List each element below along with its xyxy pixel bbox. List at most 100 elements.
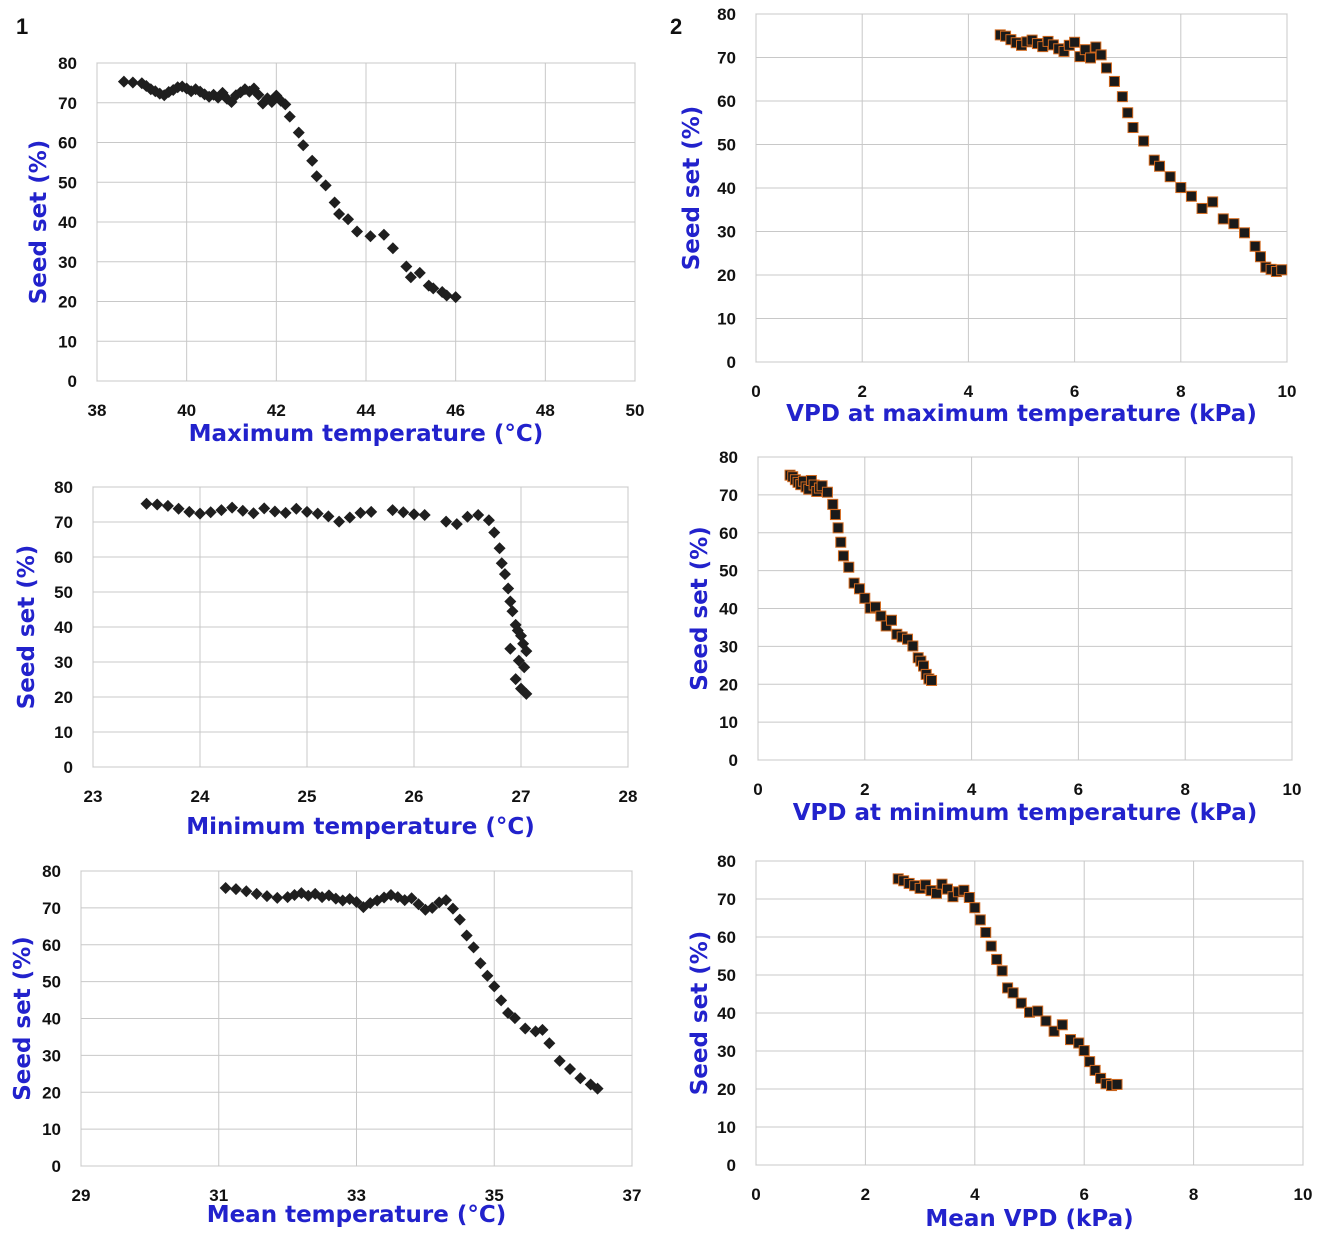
y-axis-title: Seed set (%) xyxy=(679,106,705,271)
data-point xyxy=(446,902,459,915)
data-point xyxy=(504,642,517,655)
data-point xyxy=(204,506,217,519)
data-point xyxy=(292,126,305,139)
x-tick-label: 2 xyxy=(860,780,869,799)
data-point xyxy=(504,595,517,608)
data-point xyxy=(821,486,833,498)
y-tick-label: 10 xyxy=(42,1120,61,1139)
data-point xyxy=(1249,240,1261,252)
data-point xyxy=(117,75,130,88)
data-point xyxy=(426,901,439,914)
y-tick-label: 50 xyxy=(58,173,77,192)
data-point xyxy=(215,504,228,517)
y-tick-label: 70 xyxy=(58,94,77,113)
x-tick-label: 8 xyxy=(1176,382,1185,401)
data-point xyxy=(829,509,841,521)
y-axis-title: Seed set (%) xyxy=(10,936,36,1101)
x-tick-label: 48 xyxy=(536,401,555,420)
data-point xyxy=(1276,264,1288,276)
data-point xyxy=(481,969,494,982)
x-tick-label: 31 xyxy=(209,1186,228,1205)
data-point xyxy=(219,881,232,894)
x-axis-title: Minimum temperature (°C) xyxy=(186,814,535,840)
data-point xyxy=(236,504,249,517)
data-point xyxy=(1032,1005,1044,1017)
data-point xyxy=(240,885,253,898)
data-point xyxy=(1095,49,1107,61)
y-tick-label: 60 xyxy=(719,524,738,543)
x-tick-label: 37 xyxy=(623,1186,642,1205)
y-tick-label: 20 xyxy=(58,293,77,312)
data-point xyxy=(963,891,975,903)
y-tick-label: 70 xyxy=(717,890,736,909)
data-point xyxy=(252,88,265,101)
y-tick-label: 30 xyxy=(42,1046,61,1065)
y-tick-label: 50 xyxy=(54,583,73,602)
data-point xyxy=(495,557,508,570)
data-point xyxy=(400,260,413,273)
y-tick-label: 20 xyxy=(719,675,738,694)
y-tick-label: 60 xyxy=(717,92,736,111)
data-point xyxy=(574,1072,587,1085)
data-point xyxy=(328,196,341,209)
x-tick-label: 50 xyxy=(626,401,645,420)
data-point xyxy=(1015,997,1027,1009)
data-point xyxy=(449,291,462,304)
x-tick-label: 10 xyxy=(1283,780,1302,799)
data-point xyxy=(405,892,418,905)
data-point xyxy=(311,507,324,520)
y-tick-label: 60 xyxy=(42,936,61,955)
chart-vpd-min: 0 10 20 30 40 50 60 70 80 0 2 4 6 8 10 VPD at minimum t… xyxy=(687,448,1301,826)
data-point xyxy=(172,502,185,515)
x-tick-label: 24 xyxy=(191,787,210,806)
data-point xyxy=(1175,182,1187,194)
data-point xyxy=(502,1006,515,1019)
y-tick-label: 10 xyxy=(717,1118,736,1137)
y-tick-label: 60 xyxy=(54,548,73,567)
data-point xyxy=(418,509,431,521)
data-point xyxy=(354,506,367,519)
data-point xyxy=(440,515,453,528)
data-point xyxy=(506,605,519,618)
data-point xyxy=(271,891,284,904)
y-tick-label: 70 xyxy=(42,899,61,918)
x-tick-label: 46 xyxy=(446,401,465,420)
data-point xyxy=(377,228,390,241)
data-point xyxy=(268,505,281,518)
x-tick-label: 35 xyxy=(485,1186,504,1205)
data-point xyxy=(279,98,292,111)
data-point xyxy=(322,510,335,523)
data-point xyxy=(553,1054,566,1067)
y-tick-label: 50 xyxy=(719,562,738,581)
y-tick-label: 40 xyxy=(42,1010,61,1029)
data-point xyxy=(250,887,263,900)
data-point xyxy=(835,536,847,548)
data-point xyxy=(1007,987,1019,999)
x-tick-label: 27 xyxy=(512,787,531,806)
data-point xyxy=(350,895,363,908)
y-tick-label: 80 xyxy=(54,478,73,497)
data-point xyxy=(509,673,522,686)
data-point xyxy=(859,592,871,604)
data-point xyxy=(1154,160,1166,172)
y-tick-label: 70 xyxy=(717,49,736,68)
data-point xyxy=(520,687,533,700)
y-tick-label: 0 xyxy=(68,372,77,391)
data-point xyxy=(343,511,356,524)
y-tick-label: 80 xyxy=(717,5,736,24)
data-point xyxy=(512,654,525,667)
data-point xyxy=(886,614,897,626)
y-tick-label: 80 xyxy=(42,862,61,881)
x-tick-label: 38 xyxy=(88,401,107,420)
y-tick-label: 20 xyxy=(717,266,736,285)
x-tick-label: 0 xyxy=(751,382,760,401)
data-point xyxy=(247,507,260,520)
x-tick-label: 4 xyxy=(964,382,974,401)
panel-label-1: 1 xyxy=(16,14,28,39)
data-point xyxy=(827,498,839,510)
data-point xyxy=(869,601,881,613)
data-point xyxy=(1228,218,1240,230)
y-tick-label: 50 xyxy=(717,966,736,985)
data-point xyxy=(440,894,453,907)
data-point xyxy=(853,583,865,595)
